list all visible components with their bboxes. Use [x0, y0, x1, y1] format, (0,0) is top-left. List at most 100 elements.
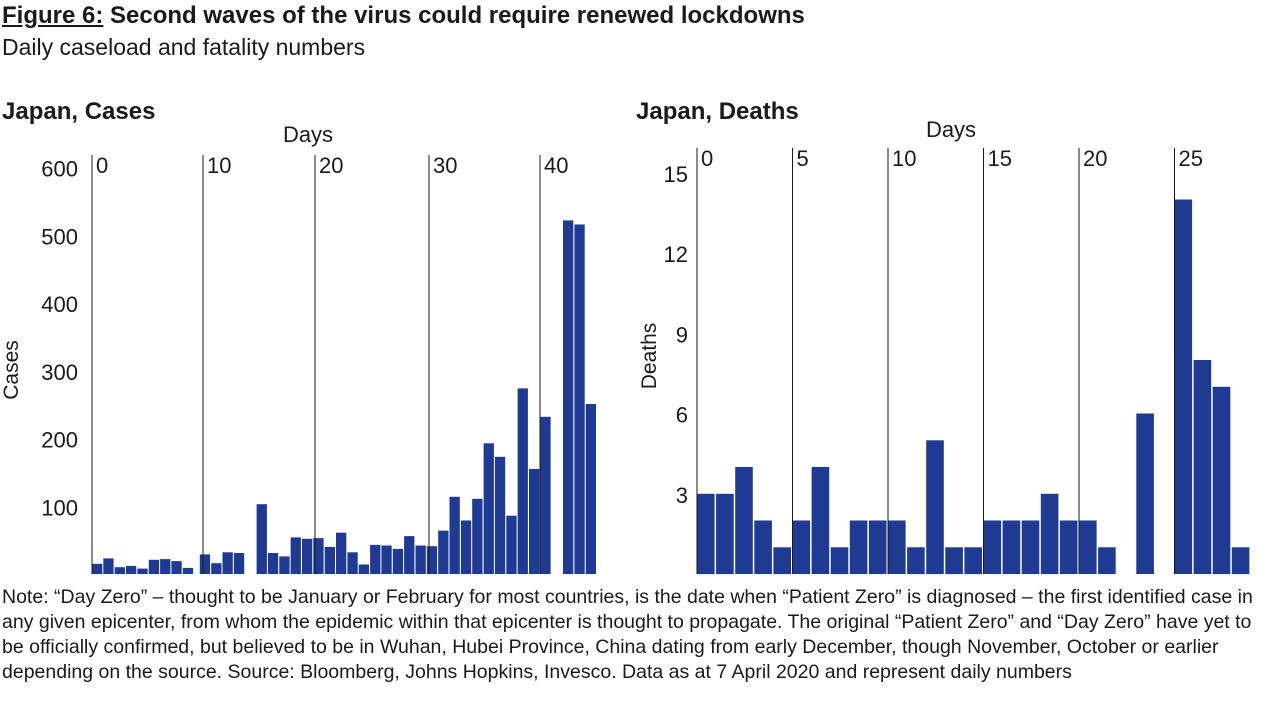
- cases-day-marker-label: 0: [96, 153, 108, 178]
- deaths-bar: [849, 520, 868, 574]
- cases-bar: [302, 538, 313, 574]
- deaths-bar: [964, 547, 982, 575]
- cases-bar: [472, 498, 483, 574]
- deaths-day-marker-label: 0: [701, 146, 713, 171]
- figure-subtitle: Daily caseload and fatality numbers: [2, 34, 366, 60]
- deaths-day-marker-label: 5: [797, 146, 809, 171]
- cases-bar: [563, 220, 574, 574]
- cases-bar: [517, 388, 528, 574]
- deaths-bar: [1174, 199, 1193, 574]
- cases-bar: [182, 567, 194, 574]
- deaths-bar: [754, 520, 772, 574]
- cases-day-marker-label: 40: [544, 153, 568, 178]
- cases-bar: [222, 552, 233, 574]
- cases-bar: [404, 536, 415, 574]
- cases-bar: [426, 546, 438, 574]
- deaths-bar: [868, 520, 887, 574]
- cases-bar: [126, 565, 137, 574]
- deaths-bar: [1231, 547, 1250, 575]
- deaths-bar: [697, 493, 715, 575]
- cases-bar: [211, 563, 222, 574]
- cases-bar: [449, 496, 460, 574]
- deaths-ylabel: Deaths: [638, 323, 661, 390]
- cases-bar: [585, 404, 596, 574]
- deaths-chart-title: Japan, Deaths: [636, 98, 799, 125]
- deaths-day-marker-label: 25: [1179, 146, 1203, 171]
- deaths-ytick-label: 3: [676, 483, 688, 508]
- cases-bar: [160, 559, 171, 574]
- cases-bar: [506, 515, 517, 574]
- deaths-ytick-label: 9: [676, 322, 688, 347]
- cases-bar: [540, 416, 551, 574]
- cases-bar: [267, 553, 279, 574]
- cases-bar: [199, 554, 211, 574]
- deaths-ytick-label: 6: [676, 403, 688, 428]
- cases-bar: [415, 545, 426, 574]
- figure-label: Figure 6:: [2, 2, 104, 29]
- cases-day-marker-label: 30: [433, 153, 457, 178]
- cases-bar: [233, 553, 245, 574]
- figure-title: Figure 6: Second waves of the virus coul…: [2, 2, 805, 30]
- cases-bar: [92, 563, 103, 574]
- cases-bar: [529, 469, 540, 574]
- deaths-bar: [1098, 547, 1116, 575]
- deaths-bar: [1021, 520, 1040, 574]
- deaths-bar: [735, 467, 753, 574]
- deaths-bar: [1059, 520, 1078, 574]
- figure-title-text: Second waves of the virus could require …: [110, 2, 805, 29]
- deaths-ytick-label: 12: [664, 242, 688, 267]
- cases-bar: [381, 545, 392, 574]
- deaths-day-marker-label: 15: [988, 146, 1012, 171]
- deaths-bar: [811, 467, 830, 574]
- deaths-bar: [1040, 493, 1059, 575]
- deaths-day-marker-label: 10: [892, 146, 916, 171]
- cases-bar: [103, 558, 114, 574]
- cases-bar: [347, 552, 358, 574]
- cases-bar: [279, 556, 290, 574]
- cases-ytick-label: 500: [41, 224, 78, 249]
- deaths-bar: [773, 547, 791, 575]
- deaths-bar: [1193, 360, 1212, 574]
- figure-note: Note: “Day Zero” – thought to be January…: [2, 586, 1253, 683]
- cases-xlabel: Days: [283, 122, 333, 147]
- cases-bar: [438, 530, 449, 574]
- deaths-bar: [983, 520, 1002, 574]
- deaths-bar: [716, 493, 734, 575]
- cases-day-marker-label: 10: [207, 153, 231, 178]
- cases-bar: [370, 544, 381, 574]
- cases-bar: [114, 567, 125, 574]
- deaths-bar: [888, 520, 906, 574]
- deaths-bar: [907, 547, 925, 575]
- cases-bar: [324, 546, 335, 574]
- deaths-bar: [830, 547, 849, 575]
- cases-bar: [171, 561, 182, 574]
- cases-ytick-label: 100: [41, 495, 78, 520]
- cases-bar: [137, 568, 148, 574]
- cases-bar: [148, 559, 160, 574]
- deaths-bar: [926, 440, 944, 575]
- cases-bar: [256, 504, 267, 574]
- deaths-ytick-label: 15: [664, 162, 688, 187]
- deaths-day-marker-label: 20: [1083, 146, 1107, 171]
- cases-bar: [483, 443, 494, 574]
- cases-day-marker-label: 20: [319, 153, 343, 178]
- cases-ylabel: Cases: [0, 340, 23, 400]
- cases-ytick-label: 400: [41, 292, 78, 317]
- deaths-bar: [1002, 520, 1021, 574]
- cases-ytick-label: 200: [41, 428, 78, 453]
- cases-ytick-label: 300: [41, 360, 78, 385]
- deaths-bar: [1136, 413, 1154, 574]
- cases-bar: [460, 520, 472, 574]
- cases-bar: [392, 548, 404, 574]
- cases-bar: [313, 538, 324, 574]
- deaths-bar: [792, 520, 811, 574]
- cases-ytick-label: 600: [41, 157, 78, 182]
- deaths-xlabel: Days: [926, 117, 976, 142]
- deaths-bar: [1212, 386, 1231, 575]
- cases-chart-title: Japan, Cases: [2, 98, 156, 125]
- deaths-bar: [945, 547, 963, 575]
- cases-bar: [336, 532, 347, 574]
- cases-bar: [290, 537, 301, 574]
- cases-bar: [358, 564, 369, 574]
